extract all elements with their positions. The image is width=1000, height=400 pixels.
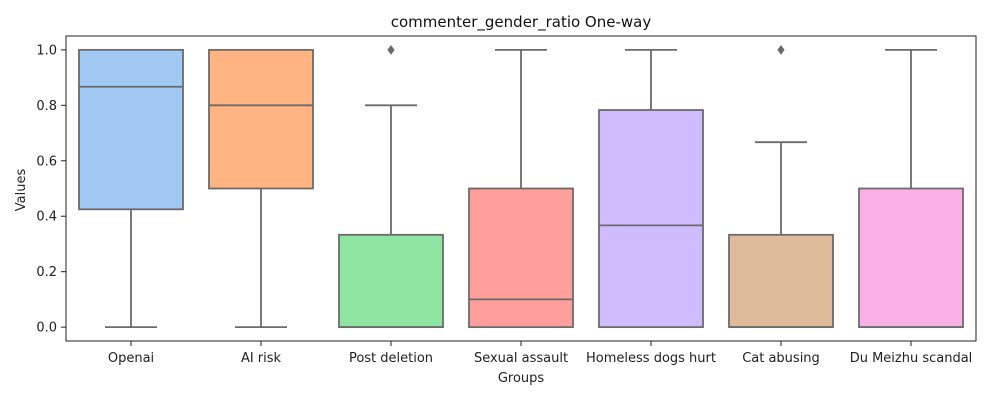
box-group [728,45,834,329]
y-tick-label: 0.4 [36,210,57,225]
outlier-point [387,45,395,55]
x-tick-label: Cat abusing [742,351,820,366]
box-series [78,45,964,329]
y-tick-label: 0.8 [36,99,57,114]
box [598,109,704,329]
y-axis-label: Values [14,169,29,212]
outlier-point [777,45,785,55]
x-tick-label: Sexual assault [474,351,568,366]
x-tick-label: Post deletion [349,351,433,366]
x-tick-label: Du Meizhu scandal [850,351,973,366]
y-axis: 0.0 0.2 0.4 0.6 0.8 1.0 [36,43,66,336]
y-tick-label: 1.0 [36,43,57,58]
box-group [858,48,964,329]
box-group [598,48,704,329]
box [78,48,184,211]
box-group [208,48,314,329]
x-axis: Openai AI risk Post deletion Sexual assault… [108,341,972,366]
box [858,187,964,329]
x-tick-label: Homeless dogs hurt [586,351,716,366]
x-axis-label: Groups [498,371,545,386]
x-tick-label: AI risk [241,351,282,366]
y-tick-label: 0.0 [36,321,57,336]
box [468,187,574,329]
box [728,233,834,329]
chart-title: commenter_gender_ratio One-way [391,13,652,32]
box-group [468,48,574,329]
box-group [78,48,184,329]
x-tick-label: Openai [108,351,154,366]
y-tick-label: 0.6 [36,154,57,169]
box-group [338,45,444,329]
box [338,233,444,329]
y-tick-label: 0.2 [36,265,57,280]
box [208,48,314,190]
